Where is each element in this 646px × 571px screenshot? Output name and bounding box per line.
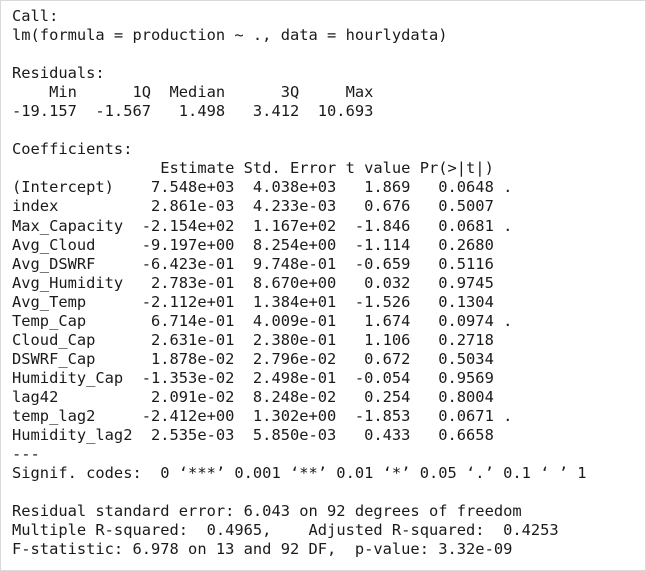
coefficient-row: Avg_Cloud -9.197e+00 8.254e+00 -1.114 0.… [12,235,513,254]
coefficient-row: (Intercept) 7.548e+03 4.038e+03 1.869 0.… [12,178,513,197]
residuals-header-row: Min 1Q Median 3Q Max [12,83,383,102]
blank-line [12,483,587,502]
blank-line [12,121,587,140]
coefficient-row: Humidity_lag2 2.535e-03 5.850e-03 0.433 … [12,426,513,445]
f-statistic-line: F-statistic: 6.978 on 13 and 92 DF, p-va… [12,540,513,559]
signif-codes-line: Signif. codes: 0 ‘***’ 0.001 ‘**’ 0.01 ‘… [12,464,587,483]
call-heading: Call: [12,7,59,25]
regression-summary-text: Call: lm(formula = production ~ ., data =… [12,7,587,559]
blank-line [12,45,587,64]
coefficient-row: Avg_DSWRF -6.423e-01 9.748e-01 -0.659 0.… [12,254,513,273]
coefficient-row: Humidity_Cap -1.353e-02 2.498e-01 -0.054… [12,368,513,387]
coefficient-row: Avg_Temp -2.112e+01 1.384e+01 -1.526 0.1… [12,292,513,311]
residuals-heading: Residuals: [12,64,105,83]
coefficients-header-row: Estimate Std. Error t value Pr(>|t|) [12,159,513,178]
coefficient-row: Cloud_Cap 2.631e-01 2.380e-01 1.106 0.27… [12,330,513,349]
call-formula: lm(formula = production ~ ., data = hour… [12,26,448,45]
residual-standard-error-line: Residual standard error: 6.043 on 92 deg… [12,502,522,521]
coefficients-heading: Coefficients: [12,140,133,159]
coefficient-row: Temp_Cap 6.714e-01 4.009e-01 1.674 0.097… [12,311,513,330]
coefficient-row: DSWRF_Cap 1.878e-02 2.796e-02 0.672 0.50… [12,349,513,368]
separator-line: --- [12,445,40,464]
coefficient-row: Avg_Humidity 2.783e-01 8.670e+00 0.032 0… [12,273,513,292]
coefficient-row: Max_Capacity -2.154e+02 1.167e+02 -1.846… [12,216,513,235]
r-squared-line: Multiple R-squared: 0.4965, Adjusted R-s… [12,521,568,540]
coefficient-row: index 2.861e-03 4.233e-03 0.676 0.5007 [12,197,513,216]
residuals-values-row: -19.157 -1.567 1.498 3.412 10.693 [12,102,383,121]
coefficient-row: lag42 2.091e-02 8.248e-02 0.254 0.8004 [12,387,513,406]
coefficient-row: temp_lag2 -2.412e+00 1.302e+00 -1.853 0.… [12,406,513,425]
